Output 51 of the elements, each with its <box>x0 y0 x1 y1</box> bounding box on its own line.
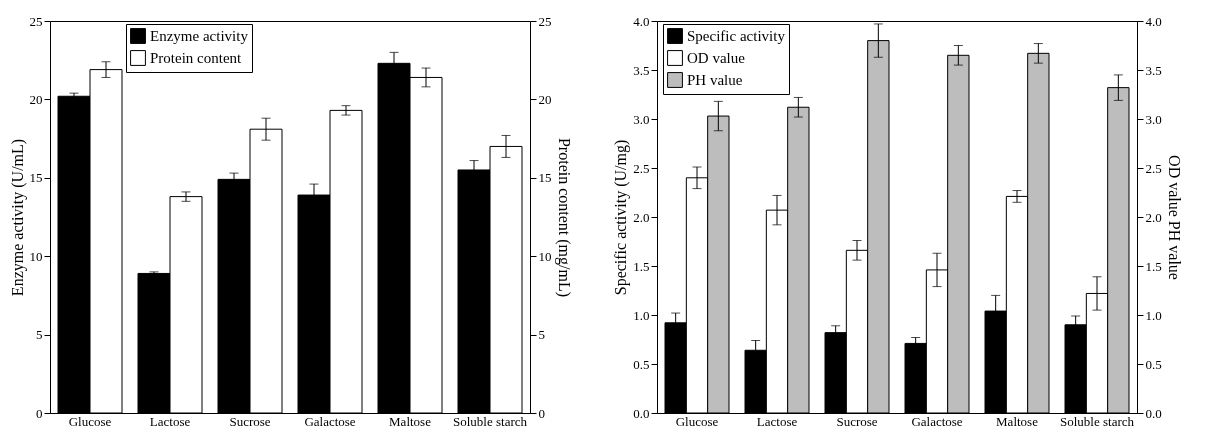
y2-tick-label: 4.0 <box>1145 13 1162 29</box>
y2-tick-label: 0.5 <box>1145 356 1162 372</box>
y2-tick-label: 15 <box>538 170 552 186</box>
y2-axis-title: Protein content (mg/mL) <box>554 137 573 298</box>
x-tick-label: Maltose <box>996 413 1039 429</box>
y-axis-title: Enzyme activity (U/mL) <box>8 138 27 297</box>
y2-tick-label: 2.5 <box>1145 160 1162 176</box>
y2-tick-label: 1.5 <box>1145 258 1162 274</box>
x-tick-label: Lactose <box>756 413 798 429</box>
y-tick-label: 1.5 <box>633 258 650 274</box>
y-tick-label: 5 <box>36 327 43 343</box>
legend-label: PH value <box>687 72 743 88</box>
y-tick-label: 0.5 <box>633 356 650 372</box>
y2-tick-label: 1.0 <box>1145 307 1162 323</box>
y2-tick-label: 3.5 <box>1145 62 1162 78</box>
x-tick-label: Soluble starch <box>452 413 528 429</box>
x-tick-label: Glucose <box>68 413 112 429</box>
y-tick-label: 4.0 <box>633 13 650 29</box>
y2-tick-label: 0 <box>538 405 545 421</box>
x-tick-label: Lactose <box>149 413 191 429</box>
y-axis-title: Specific activity (U/mg) <box>612 139 631 296</box>
y-tick-label: 25 <box>29 13 43 29</box>
legend-label: Protein content <box>150 50 243 66</box>
legend-label: OD value <box>687 50 746 66</box>
x-tick-label: Maltose <box>389 413 432 429</box>
x-tick-label: Galactose <box>911 413 963 429</box>
y2-axis-title: OD value PH value <box>1165 155 1183 280</box>
x-tick-label: Sucrose <box>836 413 878 429</box>
y2-tick-label: 2.0 <box>1145 209 1162 225</box>
y-tick-label: 15 <box>29 170 43 186</box>
y-tick-label: 2.0 <box>633 209 650 225</box>
y2-tick-label: 0.0 <box>1145 405 1162 421</box>
legend-label: Specific activity <box>687 28 786 44</box>
y-tick-label: 2.5 <box>633 160 650 176</box>
y-tick-label: 0.0 <box>633 405 650 421</box>
x-tick-label: Soluble starch <box>1059 413 1135 429</box>
y2-tick-label: 3.0 <box>1145 111 1162 127</box>
y-tick-label: 3.5 <box>633 62 650 78</box>
y2-tick-label: 10 <box>538 248 552 264</box>
y2-tick-label: 5 <box>538 327 545 343</box>
y-tick-label: 20 <box>29 91 43 107</box>
legend-label: Enzyme activity <box>150 28 249 44</box>
y2-tick-label: 25 <box>538 13 552 29</box>
x-tick-label: Galactose <box>304 413 356 429</box>
y-tick-label: 3.0 <box>633 111 650 127</box>
y2-tick-label: 20 <box>538 91 552 107</box>
y-tick-label: 1.0 <box>633 307 650 323</box>
x-tick-label: Glucose <box>675 413 719 429</box>
y-tick-label: 10 <box>29 248 43 264</box>
y-tick-label: 0 <box>36 405 43 421</box>
x-tick-label: Sucrose <box>229 413 271 429</box>
